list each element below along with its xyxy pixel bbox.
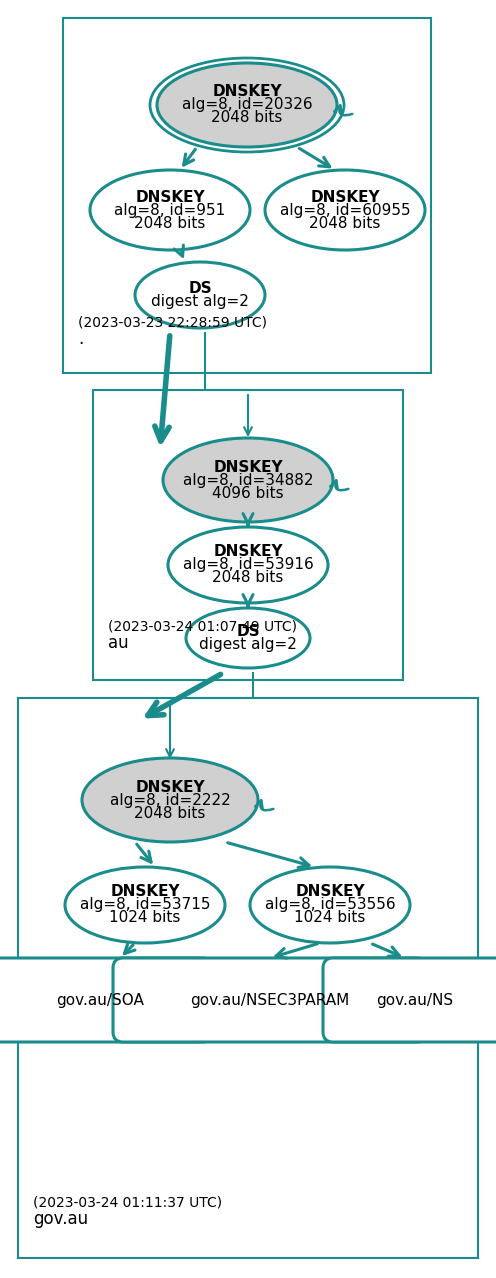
Text: DNSKEY: DNSKEY (135, 189, 205, 204)
Text: DS: DS (236, 624, 260, 639)
Text: alg=8, id=20326: alg=8, id=20326 (182, 97, 312, 112)
Text: (2023-03-24 01:07:49 UTC): (2023-03-24 01:07:49 UTC) (108, 619, 297, 633)
Text: 2048 bits: 2048 bits (212, 570, 284, 585)
FancyBboxPatch shape (323, 958, 496, 1042)
Text: DNSKEY: DNSKEY (212, 84, 282, 100)
Text: alg=8, id=53916: alg=8, id=53916 (183, 557, 313, 573)
Text: DNSKEY: DNSKEY (213, 460, 283, 474)
Text: alg=8, id=53556: alg=8, id=53556 (265, 897, 395, 912)
Bar (18, 698, 478, 1258)
Text: (2023-03-23 22:28:59 UTC): (2023-03-23 22:28:59 UTC) (78, 316, 267, 330)
FancyBboxPatch shape (113, 958, 427, 1042)
Ellipse shape (265, 170, 425, 250)
Text: 2048 bits: 2048 bits (134, 805, 206, 820)
Ellipse shape (82, 758, 258, 842)
Ellipse shape (163, 438, 333, 521)
Bar (63, 18, 431, 373)
Ellipse shape (168, 527, 328, 603)
Text: 1024 bits: 1024 bits (294, 910, 366, 925)
Text: gov.au/NS: gov.au/NS (376, 993, 453, 1007)
Text: (2023-03-24 01:11:37 UTC): (2023-03-24 01:11:37 UTC) (33, 1196, 222, 1210)
Text: 2048 bits: 2048 bits (211, 110, 283, 125)
Ellipse shape (90, 170, 250, 250)
Text: digest alg=2: digest alg=2 (151, 294, 249, 309)
Text: alg=8, id=53715: alg=8, id=53715 (80, 897, 210, 912)
Text: DNSKEY: DNSKEY (310, 189, 380, 204)
Text: alg=8, id=2222: alg=8, id=2222 (110, 792, 230, 808)
Text: DNSKEY: DNSKEY (135, 780, 205, 795)
Text: gov.au: gov.au (33, 1210, 88, 1228)
Text: alg=8, id=60955: alg=8, id=60955 (280, 202, 410, 217)
Text: .: . (78, 330, 83, 348)
Text: 1024 bits: 1024 bits (109, 910, 181, 925)
Text: au: au (108, 634, 128, 652)
Ellipse shape (65, 866, 225, 943)
Ellipse shape (250, 866, 410, 943)
Text: alg=8, id=951: alg=8, id=951 (115, 202, 226, 217)
Text: digest alg=2: digest alg=2 (199, 636, 297, 652)
Ellipse shape (135, 262, 265, 328)
Text: alg=8, id=34882: alg=8, id=34882 (183, 473, 313, 487)
Text: gov.au/NSEC3PARAM: gov.au/NSEC3PARAM (190, 993, 350, 1007)
Ellipse shape (186, 608, 310, 668)
Text: 2048 bits: 2048 bits (310, 216, 381, 230)
Text: 4096 bits: 4096 bits (212, 486, 284, 501)
Text: DS: DS (188, 281, 212, 296)
Bar (93, 390, 403, 680)
Ellipse shape (157, 63, 337, 147)
FancyBboxPatch shape (0, 958, 212, 1042)
Text: DNSKEY: DNSKEY (213, 544, 283, 560)
Text: gov.au/SOA: gov.au/SOA (56, 993, 144, 1007)
Text: DNSKEY: DNSKEY (110, 884, 180, 900)
Text: 2048 bits: 2048 bits (134, 216, 206, 230)
Text: DNSKEY: DNSKEY (295, 884, 365, 900)
